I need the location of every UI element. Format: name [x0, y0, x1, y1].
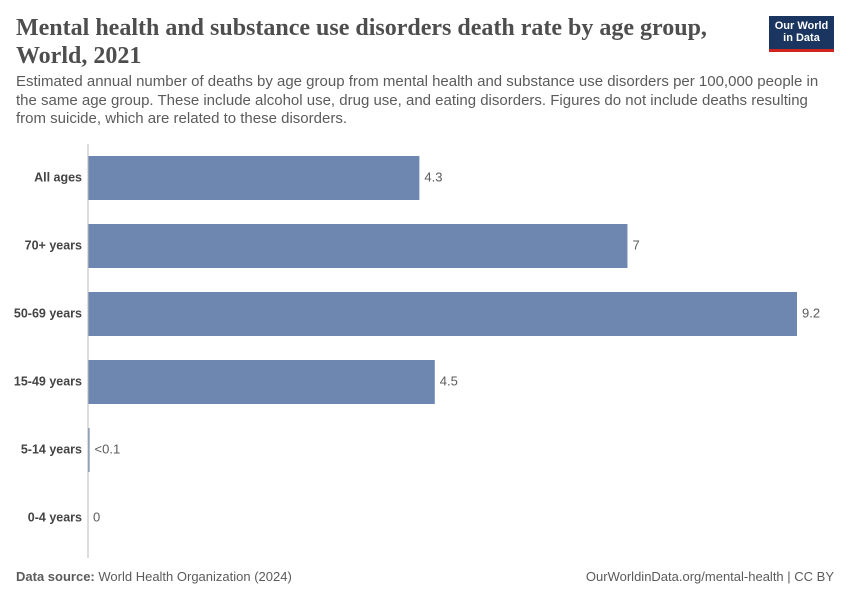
data-label: 4.5: [440, 373, 458, 388]
bar: [88, 224, 628, 268]
y-tick-label: 50-69 years: [14, 306, 82, 320]
data-label: 0: [93, 509, 100, 524]
logo[interactable]: Our World in Data: [769, 16, 834, 52]
y-tick-label: 70+ years: [25, 238, 82, 252]
data-label: 7: [632, 237, 639, 252]
y-tick-label: 15-49 years: [14, 374, 82, 388]
logo-line: Our World: [774, 20, 829, 32]
footer: Data source: World Health Organization (…: [16, 569, 834, 584]
bar: [88, 360, 435, 404]
chart-subtitle: Estimated annual number of deaths by age…: [16, 73, 819, 127]
url[interactable]: OurWorldinData.org/mental-health | CC BY: [585, 569, 834, 584]
y-tick-label: 0-4 years: [28, 510, 82, 524]
source-label: Data source:: [16, 569, 95, 584]
chart-title: Mental health and substance use disorder…: [16, 15, 707, 69]
data-label: 9.2: [802, 305, 820, 320]
data-label: <0.1: [95, 441, 121, 456]
y-tick-label: 5-14 years: [21, 442, 82, 456]
source: World Health Organization (2024): [98, 569, 292, 584]
y-tick-label: All ages: [34, 170, 82, 184]
logo-line: in Data: [783, 32, 820, 44]
bar: [88, 292, 797, 336]
data-label: 4.3: [424, 169, 442, 184]
bar: [88, 428, 90, 472]
bar: [88, 156, 420, 200]
